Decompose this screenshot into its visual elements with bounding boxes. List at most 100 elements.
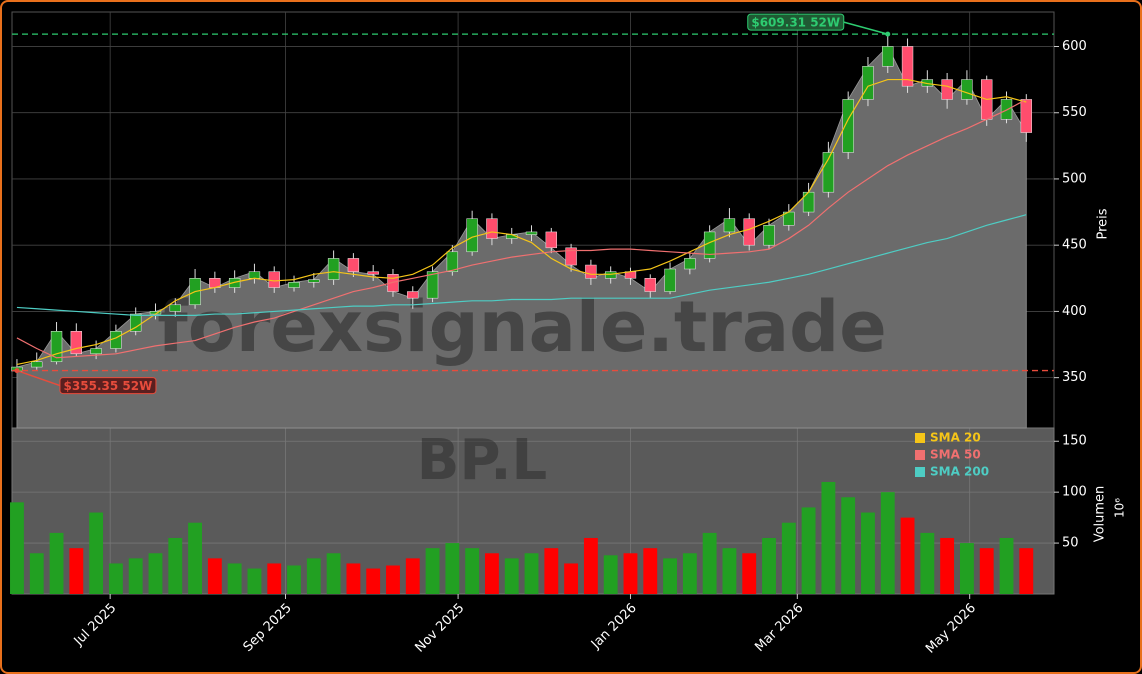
volume-bar — [89, 512, 104, 594]
candle-body — [110, 331, 122, 349]
y-tick-label: 500 — [1062, 171, 1087, 186]
candle-body — [763, 225, 775, 246]
volume-bar — [485, 553, 499, 594]
volume-bar — [168, 537, 183, 594]
volume-bar — [405, 558, 420, 594]
volume-bar — [742, 553, 757, 594]
volume-bar — [682, 553, 697, 594]
x-tick-label: Jan 2026 — [588, 601, 640, 653]
volume-bar — [643, 548, 658, 594]
volume-bar — [386, 565, 400, 594]
volume-bar — [979, 548, 994, 594]
volume-bar — [1019, 548, 1034, 594]
volume-bar — [148, 553, 163, 594]
candle-body — [684, 258, 696, 270]
volume-bar — [900, 517, 915, 594]
legend-swatch — [915, 467, 925, 477]
candle-body — [130, 313, 142, 332]
volume-bar — [564, 563, 579, 594]
volume-bar — [306, 558, 321, 594]
volume-bar — [128, 558, 143, 594]
candle-body — [407, 291, 419, 299]
x-tick-label: Sep 2025 — [241, 601, 295, 655]
volume-bar — [722, 548, 737, 594]
candle-body — [842, 99, 854, 153]
candle-body — [545, 231, 557, 249]
volume-bar — [425, 548, 440, 594]
annotation-box — [747, 13, 845, 31]
volume-bar — [465, 548, 480, 594]
x-tick-label: Jul 2025 — [71, 601, 120, 650]
volume-bar — [524, 553, 539, 594]
annotation-arrow — [16, 369, 61, 387]
candle-body — [882, 46, 894, 67]
volume-bar — [504, 558, 519, 594]
volume-bar — [108, 563, 123, 594]
candle-body — [446, 251, 459, 272]
volume-unit-label: 10⁶ — [1113, 498, 1127, 518]
volume-bar — [247, 568, 262, 594]
candle-body — [1020, 99, 1032, 133]
y-tick-label: 600 — [1062, 39, 1087, 54]
annotation-arrow — [843, 21, 888, 35]
volume-bar — [999, 537, 1014, 594]
legend-label: SMA 200 — [930, 465, 989, 479]
candle-body — [70, 331, 83, 355]
volume-bar — [188, 522, 202, 594]
candle-body — [644, 278, 656, 292]
candle-body — [486, 218, 498, 239]
legend-label: SMA 50 — [930, 448, 981, 462]
volume-bar — [959, 543, 974, 594]
y-tick-label: 150 — [1062, 434, 1087, 449]
legend-swatch — [915, 450, 925, 460]
candle-body — [387, 274, 399, 292]
x-tick-label: Mar 2026 — [752, 601, 806, 655]
candle-body — [822, 152, 835, 193]
volume-bar — [207, 558, 222, 594]
volume-bar — [227, 563, 242, 594]
volume-bar — [29, 553, 44, 594]
volume-bar — [841, 497, 856, 594]
y-tick-label: 550 — [1062, 105, 1087, 120]
volume-bar — [603, 555, 618, 594]
sma-line — [16, 98, 1027, 359]
volume-bar — [69, 548, 84, 594]
candle-body — [327, 258, 340, 280]
volume-bar — [940, 537, 955, 594]
volume-bar — [267, 563, 282, 594]
volume-bar — [781, 522, 796, 594]
candle-body — [525, 231, 538, 235]
candle-body — [862, 66, 874, 100]
volume-bar — [366, 568, 381, 594]
volume-bar — [762, 537, 776, 594]
candle-body — [585, 264, 597, 279]
candle-body — [248, 271, 261, 279]
candle-body — [604, 271, 617, 279]
volume-bar — [287, 565, 301, 594]
volume-bar — [880, 492, 895, 594]
candle-body — [466, 218, 478, 253]
candle-body — [268, 271, 280, 288]
candle-body — [50, 331, 63, 363]
annotation-arrowhead — [14, 368, 20, 374]
candle-body — [288, 282, 300, 288]
candle-body — [228, 278, 241, 288]
volume-bar — [346, 563, 361, 594]
volume-bar — [623, 553, 638, 594]
volume-bar — [49, 532, 64, 594]
annotation-label: $355.35 52W — [64, 379, 153, 393]
candle-body — [941, 79, 953, 100]
volume-bar — [544, 548, 559, 594]
candle-body — [901, 46, 914, 87]
annotation-label: $609.31 52W — [751, 16, 840, 30]
volume-bar — [445, 543, 460, 594]
y-tick-label: 50 — [1062, 536, 1079, 551]
y-tick-label: 350 — [1062, 370, 1087, 385]
x-tick-label: May 2026 — [923, 601, 979, 657]
candle-body — [90, 348, 102, 355]
candle-body — [723, 218, 736, 233]
annotation-arrowhead — [885, 31, 891, 37]
watermark: forexsignale.trade — [157, 286, 886, 368]
annotation-box — [59, 377, 157, 395]
